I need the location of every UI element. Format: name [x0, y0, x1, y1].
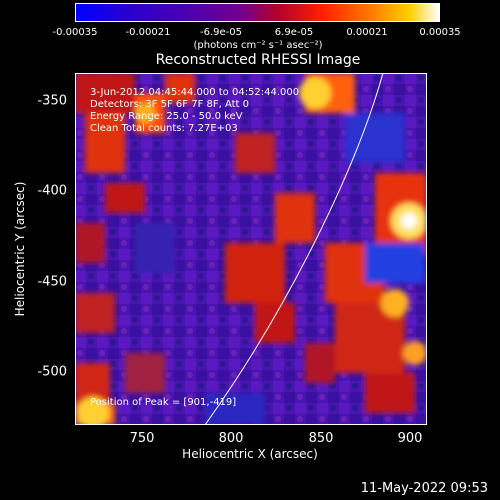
x-axis-title: Heliocentric X (arcsec): [182, 447, 318, 461]
annotation-clean: Clean Total counts: 7.27E+03: [90, 123, 238, 134]
x-tick-label: 800: [218, 431, 244, 446]
y-axis-title: Heliocentric Y (arcsec): [13, 181, 27, 317]
x-tick-label: 850: [308, 431, 334, 446]
y-tick-label: -450: [37, 274, 67, 290]
colorbar-tick: -6.9e-05: [200, 27, 242, 38]
x-tick-label: 900: [397, 431, 423, 446]
colorbar-tick: 6.9e-05: [274, 27, 314, 38]
annotation-energy: Energy Range: 25.0 - 50.0 keV: [90, 111, 243, 122]
colorbar-units: (photons cm⁻² s⁻¹ asec⁻²): [193, 40, 323, 51]
datestamp: 11-May-2022 09:53: [360, 481, 488, 496]
annotation-peak: Position of Peak = [901,-419]: [90, 397, 237, 408]
rhessi-image: [75, 73, 427, 425]
colorbar: [75, 3, 440, 22]
colorbar-tick: -0.00035: [52, 27, 98, 38]
colorbar-tick: 0.00035: [419, 27, 461, 38]
plot-title: Reconstructed RHESSI Image: [155, 52, 361, 68]
colorbar-tick: -0.00021: [125, 27, 171, 38]
y-tick-label: -350: [37, 93, 67, 109]
annotation-detectors: Detectors: 3F 5F 6F 7F 8F, Att 0: [90, 99, 250, 110]
annotation-time: 3-Jun-2012 04:45:44.000 to 04:52:44.000: [90, 87, 300, 98]
y-tick-label: -500: [37, 364, 67, 380]
x-tick-label: 750: [129, 431, 155, 446]
y-tick-label: -400: [37, 183, 67, 199]
colorbar-tick: 0.00021: [346, 27, 388, 38]
